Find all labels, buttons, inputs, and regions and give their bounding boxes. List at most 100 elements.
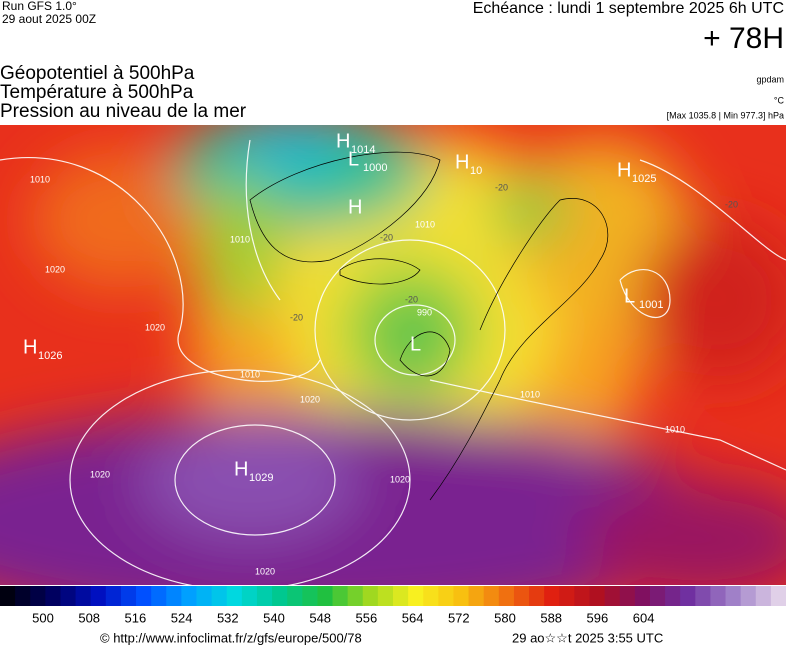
isobar-label: 1020	[255, 566, 275, 576]
colorbar-swatch	[423, 586, 439, 606]
colorbar-label: 596	[587, 610, 609, 625]
colorbar-label: 548	[309, 610, 331, 625]
center-value: 1001	[639, 299, 663, 311]
field-name: Géopotentiel à 500hPa	[0, 63, 195, 84]
colorbar-swatch	[45, 586, 61, 606]
temp-label: -20	[405, 294, 418, 304]
colorbar-swatch	[649, 586, 666, 606]
unit-temp: °C	[774, 95, 785, 105]
colorbar-swatch	[105, 586, 122, 606]
colorbar-swatch	[770, 586, 786, 606]
colorbar-swatch	[136, 586, 152, 606]
colorbar-swatch	[30, 586, 46, 606]
colorbar-swatch	[574, 586, 590, 606]
isobar-label: 1010	[230, 234, 250, 244]
echeance: Echéance : lundi 1 septembre 2025 6h UTC	[473, 0, 784, 17]
colorbar-swatch	[377, 586, 394, 606]
colorbar-swatch	[60, 586, 77, 606]
colorbar-label: 604	[633, 610, 655, 625]
colorbar-swatch	[468, 586, 485, 606]
colorbar-swatch	[604, 586, 621, 606]
temp-label: -20	[495, 182, 508, 192]
colorbar-label: 500	[32, 610, 54, 625]
footer-stamp: 29 ao☆☆t 2025 3:55 UTC	[512, 630, 663, 645]
footer-url: © http://www.infoclimat.fr/z/gfs/europe/…	[100, 630, 362, 645]
isobar-label: 1010	[30, 174, 50, 184]
isobar-label: 1020	[45, 264, 65, 274]
isobar-label: 1020	[90, 469, 110, 479]
colorbar-swatch	[483, 586, 500, 606]
center-letter: H	[617, 159, 631, 181]
center-value: 1014	[351, 144, 375, 156]
center-value: 1029	[249, 472, 273, 484]
center-letter: L	[410, 333, 421, 355]
colorbar-swatch	[695, 586, 711, 606]
colorbar-swatch	[393, 586, 409, 606]
colorbar-swatch	[151, 586, 167, 606]
colorbar-label: 572	[448, 610, 470, 625]
colorbar-label: 588	[540, 610, 562, 625]
isobar-label: 1010	[240, 369, 260, 379]
run-label: Run GFS 1.0°	[2, 0, 77, 13]
colorbar-label: 532	[217, 610, 239, 625]
temp-label: -20	[725, 199, 738, 209]
colorbar-label: 556	[356, 610, 378, 625]
center-letter: L	[624, 285, 635, 307]
colorbar-swatch	[453, 586, 470, 606]
center-letter: H	[336, 130, 350, 152]
colorbar-swatch	[438, 586, 454, 606]
lead-time: + 78H	[703, 22, 784, 55]
colorbar-swatch	[272, 586, 288, 606]
colorbar-swatch	[680, 586, 696, 606]
colorbar-swatch	[589, 586, 606, 606]
isobar-label: 1020	[390, 474, 410, 484]
colorbar-label: 540	[263, 610, 285, 625]
center-letter: H	[455, 151, 469, 173]
colorbar-swatch	[181, 586, 197, 606]
field-name: Pression au niveau de la mer	[0, 101, 247, 122]
colorbar-swatch	[302, 586, 318, 606]
center-letter: L	[348, 148, 359, 170]
colorbar-swatch	[498, 586, 515, 606]
colorbar-swatch	[710, 586, 727, 606]
colorbar-swatch	[347, 586, 364, 606]
pressure-range: [Max 1035.8 | Min 977.3] hPa	[667, 110, 784, 120]
colorbar-swatch	[544, 586, 560, 606]
colorbar-swatch	[120, 586, 137, 606]
colorbar-swatch	[317, 586, 334, 606]
colorbar-swatch	[619, 586, 636, 606]
colorbar-label: 524	[171, 610, 193, 625]
colorbar-label: 508	[78, 610, 100, 625]
colorbar-swatch	[226, 586, 243, 606]
center-letter: H	[348, 196, 362, 218]
colorbar-swatch	[740, 586, 757, 606]
isobar-label: 1010	[665, 424, 685, 434]
center-value: 1000	[363, 162, 387, 174]
run-date: 29 aout 2025 00Z	[2, 12, 96, 26]
colorbar-swatch	[211, 586, 228, 606]
colorbar-swatch	[513, 586, 530, 606]
isobar-label: 1010	[415, 219, 435, 229]
colorbar-label: 564	[402, 610, 424, 625]
isobar-label: 1020	[300, 394, 320, 404]
colorbar-swatch	[408, 586, 424, 606]
isobar-label: 1010	[520, 389, 540, 399]
field-map	[0, 125, 786, 585]
unit-geo: gpdam	[756, 74, 784, 84]
colorbar-swatch	[362, 586, 379, 606]
colorbar-swatch	[166, 586, 182, 606]
colorbar-swatch	[196, 586, 213, 606]
colorbar-swatch	[559, 586, 575, 606]
colorbar-swatch	[256, 586, 273, 606]
temp-label: -20	[290, 312, 303, 322]
center-letter: H	[23, 336, 37, 358]
colorbar-label: 580	[494, 610, 516, 625]
colorbar-swatch	[725, 586, 742, 606]
center-value: 10	[470, 165, 482, 177]
colorbar-swatch	[15, 586, 31, 606]
isobar-label: 990	[417, 307, 432, 317]
center-letter: H	[234, 458, 248, 480]
colorbar-swatch	[665, 586, 681, 606]
